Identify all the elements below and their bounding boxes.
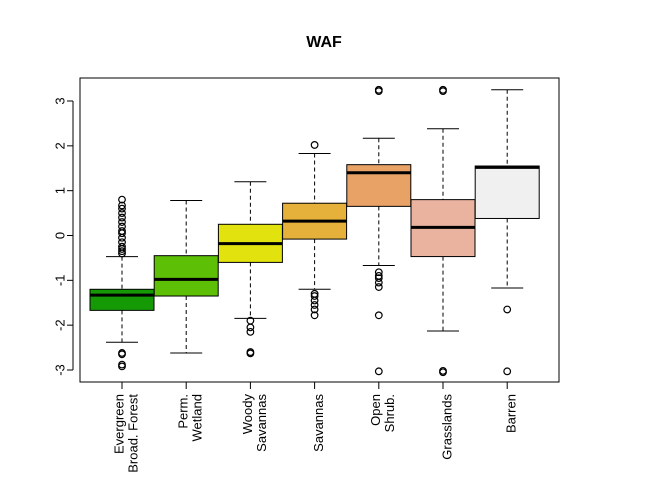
outlier-point	[310, 311, 319, 320]
outlier-point	[310, 292, 319, 300]
outlier-point	[374, 87, 383, 96]
outlier-point	[439, 87, 447, 96]
outlier-point	[118, 213, 126, 222]
outlier-point	[118, 209, 126, 217]
outlier-point	[374, 278, 383, 287]
category-label: Barren	[504, 394, 519, 433]
y-tick-label: 2	[52, 142, 67, 149]
outlier-point	[118, 249, 126, 258]
category-label: Grasslands	[439, 394, 454, 460]
outlier-point	[246, 327, 255, 336]
y-axis: 3 2 1 0 -1 -2 -3	[52, 97, 74, 376]
outlier-point	[118, 201, 126, 210]
category-label: Perm.	[176, 394, 191, 429]
outlier-point	[439, 368, 447, 377]
outlier-point	[118, 247, 126, 256]
outlier-point	[374, 268, 383, 277]
box-6	[474, 89, 540, 376]
y-tick-label: 3	[52, 97, 67, 104]
category-label: Evergreen	[111, 394, 126, 454]
outlier-point	[118, 362, 126, 371]
outlier-point	[503, 305, 512, 314]
outlier-point	[118, 233, 126, 242]
outlier-point	[118, 204, 126, 213]
category-label: Savannas	[254, 394, 269, 452]
outlier-point	[118, 195, 126, 204]
box-rect	[89, 288, 155, 311]
outlier-point	[246, 323, 255, 332]
box-0	[89, 195, 155, 371]
box-4	[346, 85, 412, 376]
outlier-point	[374, 311, 383, 320]
outlier-point	[310, 301, 319, 309]
outlier-point	[310, 305, 319, 314]
y-tick-label: -3	[52, 364, 67, 376]
x-axis-labels: Evergreen Broad. Forest Perm. Wetland Woody S…	[111, 382, 519, 473]
outlier-point	[374, 367, 383, 376]
y-tick-label: -2	[52, 319, 67, 331]
box-5	[410, 85, 476, 377]
y-tick-label: 1	[52, 187, 67, 194]
category-label: Woody	[240, 394, 255, 435]
y-tick-label: -1	[52, 275, 67, 287]
outlier-point	[118, 229, 126, 238]
outlier-point	[503, 367, 512, 376]
category-label: Broad. Forest	[125, 394, 140, 473]
y-tick-label: 0	[52, 232, 67, 239]
plot-frame	[79, 77, 560, 383]
box-1	[153, 200, 219, 354]
outlier-point	[246, 349, 255, 358]
outlier-point	[374, 283, 383, 291]
outlier-point	[118, 350, 126, 359]
box-rect	[346, 164, 412, 207]
boxes-group	[89, 85, 540, 377]
category-label: Open	[368, 394, 383, 426]
outlier-point	[118, 218, 126, 226]
box-2	[217, 181, 283, 358]
outlier-point	[310, 141, 319, 149]
category-label: Shrub.	[382, 394, 397, 432]
box-rect	[474, 165, 540, 219]
outlier-point	[310, 296, 319, 305]
box-rect	[153, 255, 219, 297]
outlier-point	[374, 274, 383, 282]
category-label: Savannas	[311, 394, 326, 452]
outlier-point	[118, 245, 126, 253]
chart-title: WAF	[306, 34, 342, 51]
box-3	[282, 141, 348, 320]
category-label: Wetland	[190, 394, 205, 441]
